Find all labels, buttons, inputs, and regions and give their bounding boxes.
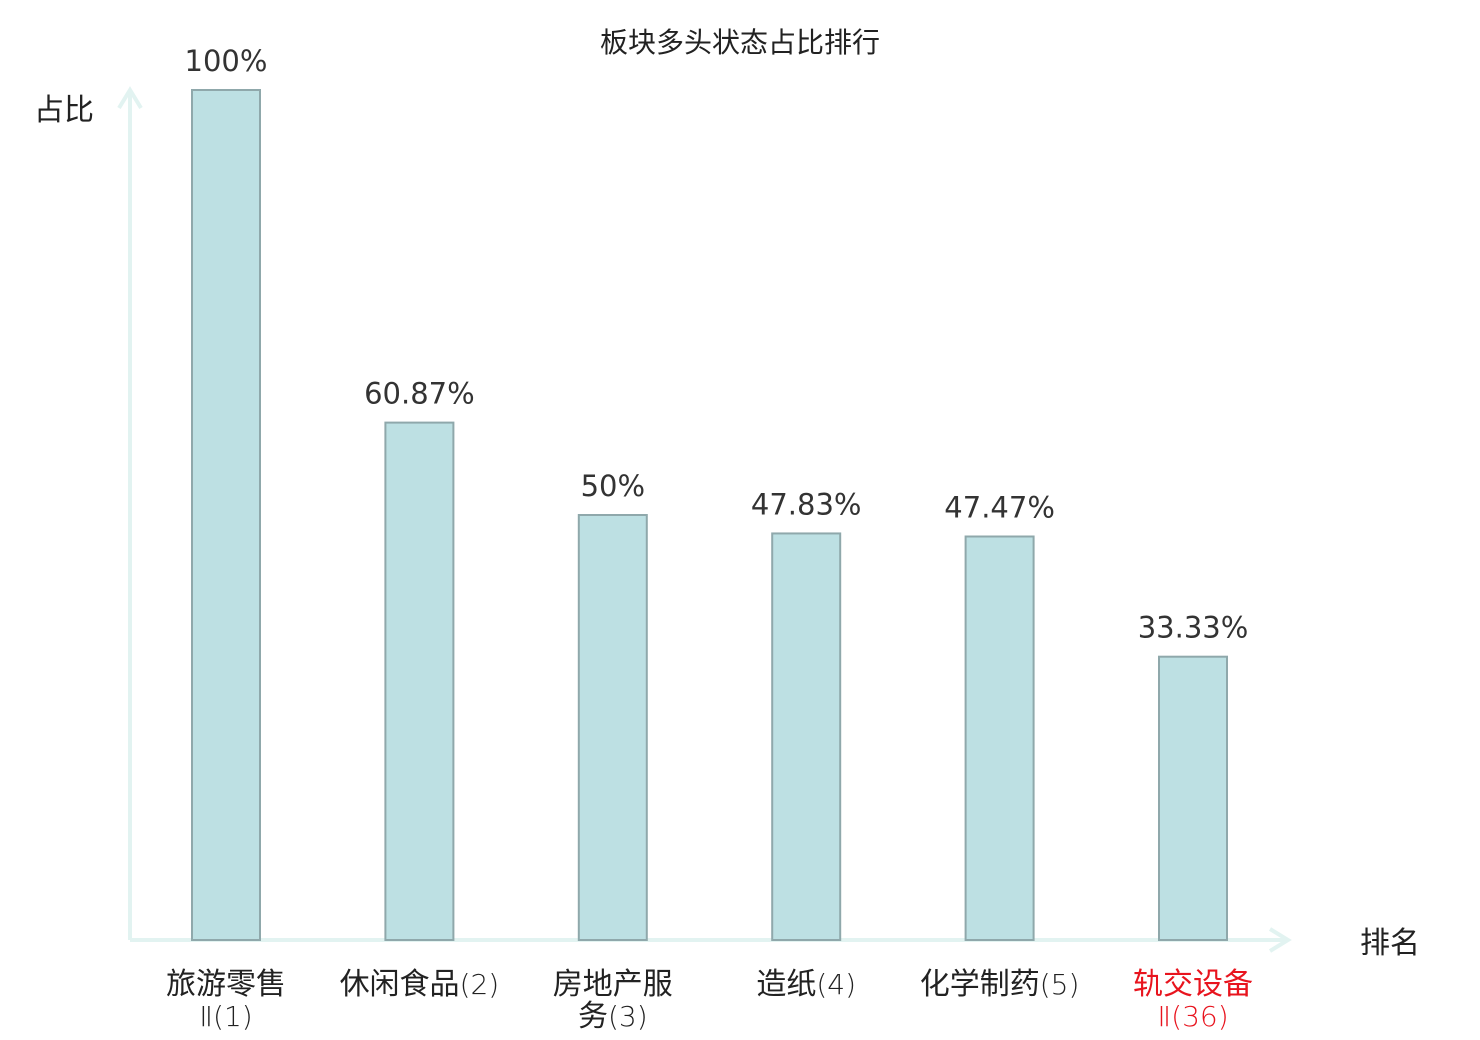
- value-label: 60.87%: [364, 377, 475, 411]
- category-label: Ⅱ(36): [1157, 1000, 1228, 1033]
- y-axis-label: 占比: [34, 93, 94, 128]
- bar: [771, 532, 842, 941]
- value-label: 47.47%: [944, 491, 1055, 525]
- category-label: 化学制药(5): [920, 967, 1080, 1002]
- bar: [191, 89, 261, 941]
- value-label: 47.83%: [751, 487, 862, 521]
- bars: [191, 89, 1228, 942]
- category-label: 房地产服: [553, 967, 673, 1002]
- bar: [1158, 655, 1228, 941]
- bar: [384, 421, 455, 942]
- bar: [577, 514, 648, 941]
- category-label: 轨交设备: [1133, 967, 1253, 1002]
- value-label: 33.33%: [1138, 611, 1249, 645]
- y-axis-arrow: [117, 86, 143, 110]
- category-label: 休闲食品(2): [340, 967, 500, 1002]
- value-label: 100%: [185, 44, 268, 78]
- category-label: 造纸(4): [756, 967, 856, 1002]
- value-labels: 100% 60.87% 50% 47.83% 47.47% 33.33%: [185, 44, 1249, 645]
- value-label: 50%: [581, 469, 645, 503]
- category-label: 务(3): [578, 999, 648, 1034]
- bar: [964, 535, 1035, 941]
- x-axis-label: 排名: [1360, 926, 1420, 961]
- axes: [117, 86, 1292, 953]
- x-axis-arrow: [1268, 927, 1292, 953]
- chart-title: 板块多头状态占比排行: [600, 26, 880, 59]
- category-label: Ⅱ(1): [199, 1000, 252, 1033]
- category-label: 旅游零售: [166, 967, 286, 1002]
